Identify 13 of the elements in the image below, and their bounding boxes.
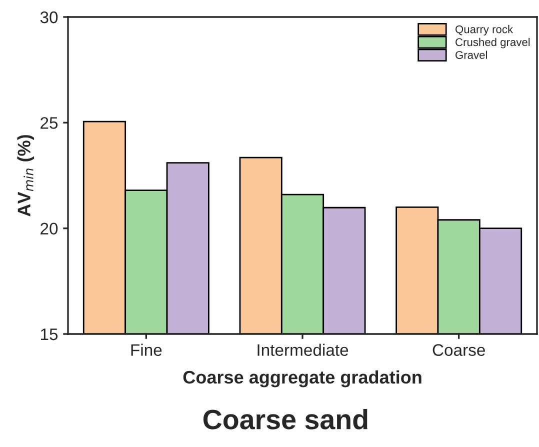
- y-tick-label: 15: [41, 328, 58, 340]
- legend-label: Quarry rock: [456, 25, 514, 36]
- y-axis-title: AV$_{min}$ (%): [17, 135, 34, 216]
- legend-label: Crushed gravel: [456, 38, 530, 48]
- x-axis-title: Coarse aggregate gradation: [183, 370, 422, 388]
- y-tick-label: 30: [40, 11, 58, 24]
- x-tick-label: Intermediate: [258, 344, 348, 356]
- x-tick-label: Fine: [131, 344, 162, 356]
- y-tick-label: 20: [40, 222, 58, 235]
- x-tick-label: Coarse: [432, 344, 485, 356]
- legend-label: Gravel: [456, 50, 487, 59]
- y-tick-label: 25: [40, 117, 58, 129]
- text: Coarse sand: [203, 408, 368, 430]
